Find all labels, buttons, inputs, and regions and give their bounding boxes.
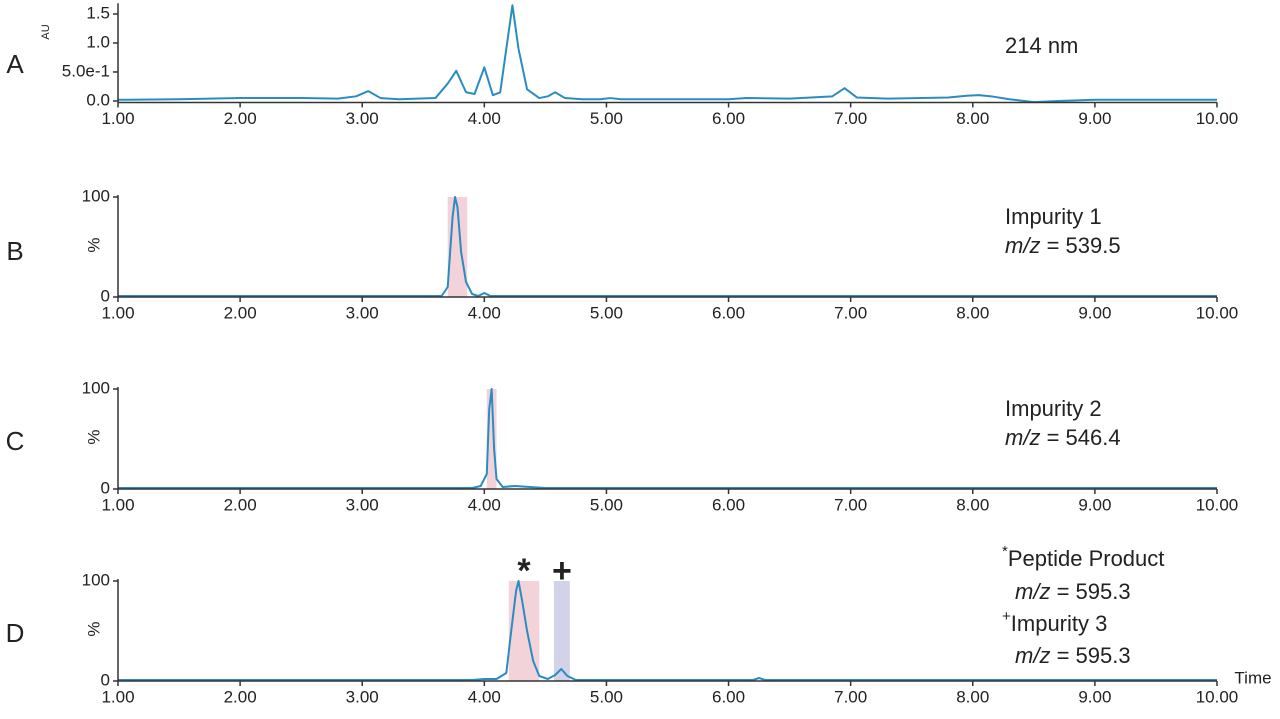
- x-tick-label: 3.00: [346, 109, 379, 128]
- x-tick-label: 6.00: [712, 495, 745, 514]
- x-tick-label: 9.00: [1078, 687, 1111, 706]
- annotation: 214 nm: [1005, 33, 1078, 58]
- annotation: *Peptide Product: [1002, 543, 1164, 571]
- trace: [118, 388, 1217, 489]
- annotation-text: = 595.3: [1050, 579, 1130, 604]
- x-tick-label: 6.00: [712, 687, 745, 706]
- x-tick-label: 2.00: [224, 495, 257, 514]
- y-axis-label: %: [84, 429, 103, 444]
- annotation-text: 214 nm: [1005, 33, 1078, 58]
- band-marker: *: [517, 552, 531, 590]
- y-tick-label: 5.0e-1: [62, 61, 110, 80]
- x-tick-label: 8.00: [956, 495, 989, 514]
- x-tick-label: 2.00: [224, 687, 257, 706]
- panel-letter: D: [6, 618, 25, 648]
- x-tick-label: 1.00: [101, 109, 134, 128]
- x-tick-label: 8.00: [956, 687, 989, 706]
- x-tick-label: 10.00: [1196, 109, 1239, 128]
- y-tick-label: 0: [101, 478, 110, 497]
- annotation-text: = 595.3: [1050, 643, 1130, 668]
- annotation-italic: m/z: [1005, 233, 1040, 258]
- x-tick-label: 7.00: [834, 495, 867, 514]
- trace: [118, 580, 1217, 681]
- x-tick-label: 3.00: [346, 495, 379, 514]
- y-tick-label: 1.0: [86, 32, 110, 51]
- x-tick-label: 1.00: [101, 687, 134, 706]
- panel-letter: A: [6, 49, 24, 79]
- annotation: m/z = 595.3: [1015, 643, 1131, 668]
- x-tick-label: 10.00: [1196, 495, 1239, 514]
- x-tick-label: 5.00: [590, 109, 623, 128]
- annotation: Impurity 2: [1005, 396, 1102, 421]
- y-tick-label: 100: [82, 186, 110, 205]
- x-tick-label: 4.00: [468, 109, 501, 128]
- x-tick-label: 5.00: [590, 495, 623, 514]
- annotation: +Impurity 3: [1002, 608, 1107, 636]
- x-tick-label: 1.00: [101, 495, 134, 514]
- highlight-band: [486, 389, 497, 489]
- x-tick-label: 8.00: [956, 303, 989, 322]
- y-tick-label: 0: [101, 286, 110, 305]
- x-tick-label: 7.00: [834, 109, 867, 128]
- annotation-text: Peptide Product: [1008, 546, 1165, 571]
- highlight-band: [553, 581, 570, 681]
- x-tick-label: 7.00: [834, 687, 867, 706]
- y-tick-label: 0: [101, 670, 110, 689]
- x-tick-label: 7.00: [834, 303, 867, 322]
- x-tick-label: 8.00: [956, 109, 989, 128]
- x-tick-label: 5.00: [590, 687, 623, 706]
- x-tick-label: 9.00: [1078, 109, 1111, 128]
- y-tick-label: 100: [82, 570, 110, 589]
- panel-letter: B: [6, 236, 23, 266]
- y-axis-label: %: [84, 621, 103, 636]
- x-tick-label: 2.00: [224, 109, 257, 128]
- annotation-text: Impurity 1: [1005, 204, 1102, 229]
- x-tick-label: 10.00: [1196, 687, 1239, 706]
- x-tick-label: 9.00: [1078, 303, 1111, 322]
- annotation-text: = 546.4: [1040, 425, 1120, 450]
- x-tick-label: 9.00: [1078, 495, 1111, 514]
- x-tick-label: 6.00: [712, 303, 745, 322]
- x-tick-label: 4.00: [468, 495, 501, 514]
- x-tick-label: 10.00: [1196, 303, 1239, 322]
- x-tick-label: 2.00: [224, 303, 257, 322]
- annotation-text: = 539.5: [1040, 233, 1120, 258]
- annotation-superscript: +: [1002, 608, 1011, 625]
- annotation-text: Impurity 2: [1005, 396, 1102, 421]
- annotation: Impurity 1: [1005, 204, 1102, 229]
- annotation-italic: m/z: [1015, 579, 1050, 604]
- panel-letter: C: [6, 426, 25, 456]
- x-tick-label: 3.00: [346, 687, 379, 706]
- x-tick-label: 3.00: [346, 303, 379, 322]
- y-tick-label: 1.5: [86, 3, 110, 22]
- annotation-italic: m/z: [1005, 425, 1040, 450]
- annotation: m/z = 546.4: [1005, 425, 1121, 450]
- annotation: m/z = 539.5: [1005, 233, 1121, 258]
- trace: [117, 4, 1217, 104]
- x-tick-label: 4.00: [468, 303, 501, 322]
- band-marker: +: [552, 552, 572, 590]
- annotation-italic: m/z: [1015, 643, 1050, 668]
- y-axis-label: %: [84, 237, 103, 252]
- x-tick-label: 1.00: [101, 303, 134, 322]
- x-axis-label: Time: [1234, 668, 1271, 687]
- y-tick-label: 0.0: [86, 90, 110, 109]
- annotation: m/z = 595.3: [1015, 579, 1131, 604]
- x-tick-label: 5.00: [590, 303, 623, 322]
- x-tick-label: 4.00: [468, 687, 501, 706]
- y-tick-label: 100: [82, 378, 110, 397]
- annotation-superscript: *: [1002, 543, 1008, 560]
- x-tick-label: 6.00: [712, 109, 745, 128]
- annotation-text: Impurity 3: [1011, 611, 1108, 636]
- y-axis-label: AU: [40, 24, 52, 39]
- trace: [118, 196, 1217, 297]
